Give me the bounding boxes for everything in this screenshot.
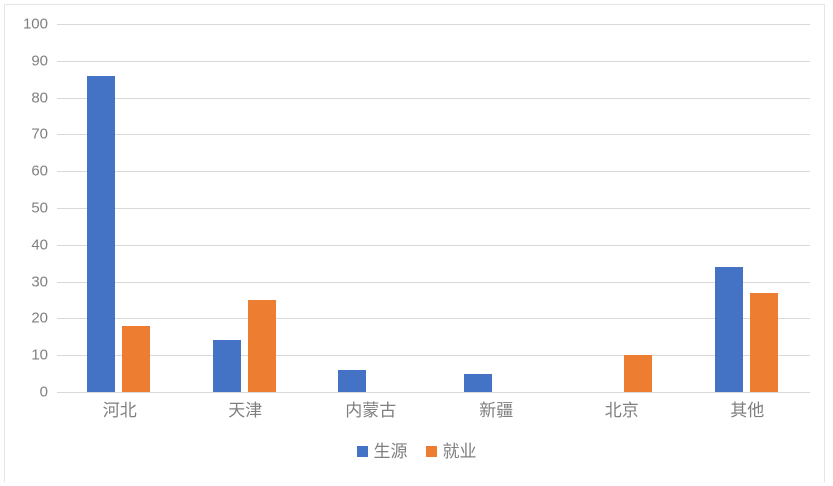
legend-label: 就业 [442, 442, 477, 461]
x-axis-tick-label: 内蒙古 [345, 401, 397, 420]
bars-layer [57, 24, 810, 392]
bar[interactable] [122, 325, 150, 392]
gridline [57, 24, 810, 25]
axis-baseline [57, 392, 810, 393]
y-axis-tick-label: 10 [31, 346, 48, 364]
y-axis-tick-label: 0 [39, 383, 48, 401]
x-axis-tick-label: 其他 [730, 401, 765, 420]
y-axis-tick-label: 60 [31, 162, 48, 180]
gridline [57, 281, 810, 283]
chart-legend: 生源 就业 [0, 443, 833, 460]
gridline [57, 318, 810, 320]
bar[interactable] [87, 75, 115, 392]
gridline [57, 355, 810, 357]
y-axis-tick-label: 80 [31, 89, 48, 107]
y-axis-tick-label: 50 [31, 199, 48, 217]
legend-swatch-icon [425, 446, 437, 457]
x-axis-tick-labels: 河北 天津 内蒙古 新疆 北京 其他 [57, 396, 810, 428]
bar-group [57, 24, 183, 392]
plot-area [57, 24, 810, 393]
bar[interactable] [463, 373, 492, 392]
bar[interactable] [212, 340, 241, 392]
gridline [57, 60, 810, 62]
bar-group [308, 24, 434, 392]
y-axis-tick-labels: 0 10 20 30 40 50 60 70 80 90 100 [0, 17, 48, 400]
legend-item[interactable]: 生源 [356, 442, 408, 461]
gridline [57, 171, 810, 173]
y-axis-tick-label: 90 [31, 52, 48, 70]
bar-group [434, 24, 560, 392]
x-axis-tick-label: 天津 [228, 401, 263, 420]
legend-swatch-icon [356, 446, 368, 457]
gridline [57, 134, 810, 136]
y-axis-tick-label: 20 [31, 309, 48, 327]
y-axis-tick-label: 100 [22, 15, 48, 33]
bar-group [685, 24, 811, 392]
bar[interactable] [749, 292, 778, 392]
legend-item[interactable]: 就业 [425, 442, 477, 461]
bar[interactable] [624, 355, 652, 392]
x-axis-tick-label: 河北 [102, 401, 137, 420]
x-axis-tick-label: 新疆 [479, 401, 514, 420]
bar[interactable] [247, 300, 276, 392]
bar-group [559, 24, 685, 392]
bar-group [183, 24, 309, 392]
legend-label: 生源 [373, 442, 408, 461]
y-axis-tick-label: 30 [31, 273, 48, 291]
gridline [57, 244, 810, 246]
bar[interactable] [338, 369, 366, 392]
gridline [57, 97, 810, 99]
gridline [57, 208, 810, 209]
y-axis-tick-label: 40 [31, 236, 48, 254]
x-axis-tick-label: 北京 [604, 401, 639, 420]
bar[interactable] [714, 266, 743, 392]
y-axis-tick-label: 70 [31, 125, 48, 143]
